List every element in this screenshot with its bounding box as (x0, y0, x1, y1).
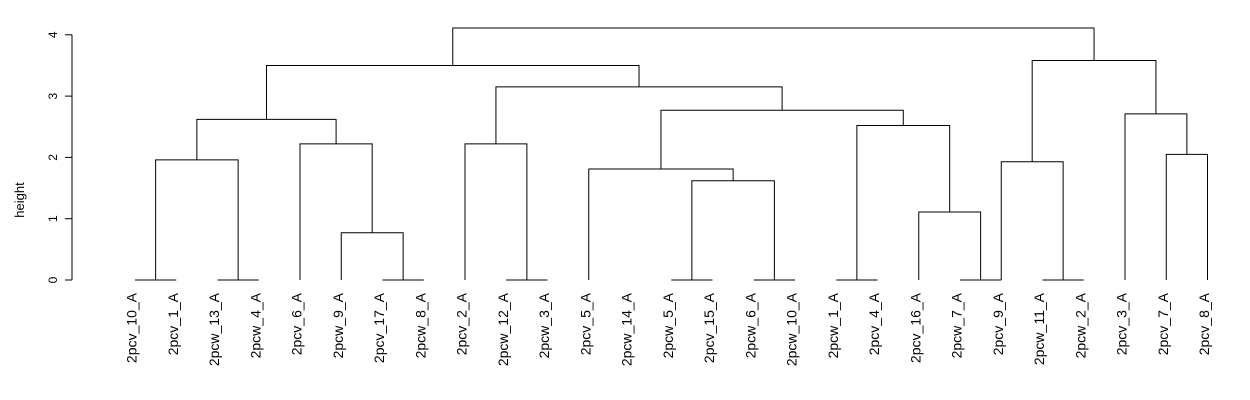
leaf-label: 2pcv_16_A (907, 292, 923, 363)
leaf-label: 2pcw_9_A (330, 292, 346, 358)
leaf-label: 2pcv_5_A (577, 292, 593, 355)
dendrogram-branch (1031, 60, 1157, 162)
dendrogram-branch (196, 118, 337, 160)
leaf-label: 2pcw_7_A (949, 292, 965, 358)
leaf-label: 2pcv_6_A (289, 292, 305, 355)
leaf-label: 2pcw_12_A (495, 292, 511, 366)
leaf-label: 2pcv_9_A (990, 292, 1006, 355)
leaf-label: 2pcw_10_A (784, 292, 800, 366)
dendrogram-branch (1000, 161, 1064, 280)
leaf-label: 2pcv_7_A (1155, 292, 1171, 355)
dendrogram-branch (495, 86, 783, 144)
leaf-label: 2pcv_17_A (371, 292, 387, 363)
leaf-label: 2pcw_2_A (1072, 292, 1088, 358)
leaf-label: 2pcv_15_A (701, 292, 717, 363)
leaf-label: 2pcw_6_A (742, 292, 758, 358)
leaf-label: 2pcv_1_A (165, 292, 181, 355)
leaf-label: 2pcv_2_A (454, 292, 470, 355)
dendrogram-branch (856, 125, 951, 280)
dendrogram-branch (155, 159, 239, 280)
y-tick-label: 0 (46, 276, 60, 283)
leaf-label: 2pcw_3_A (536, 292, 552, 358)
dendrogram-branch (464, 143, 528, 280)
leaf-label: 2pcw_11_A (1031, 292, 1047, 365)
leaf-label: 2pcw_4_A (247, 292, 263, 358)
y-tick-label: 4 (46, 31, 60, 38)
leaf-label: 2pcw_5_A (660, 292, 676, 358)
y-tick-label: 2 (46, 154, 60, 161)
dendrogram-branch (588, 168, 734, 280)
leaf-label: 2pcv_10_A (124, 292, 140, 363)
dendrogram-branch (265, 64, 640, 120)
y-tick-label: 1 (46, 215, 60, 222)
y-axis: 0 1 2 3 4 (46, 31, 73, 283)
dendrogram-branch (660, 109, 904, 170)
y-axis-title: height (12, 182, 27, 218)
leaf-label: 2pcv_3_A (1114, 292, 1130, 355)
dendrogram-branch (1165, 153, 1208, 280)
y-tick-label: 3 (46, 92, 60, 99)
dendrogram-branch (340, 232, 404, 280)
leaf-label: 2pcv_8_A (1196, 292, 1212, 355)
dendrogram-branch (452, 27, 1095, 66)
leaf-labels: 2pcv_10_A 2pcv_1_A 2pcw_13_A 2pcw_4_A 2pcv_6… (124, 292, 1213, 366)
leaf-label: 2pcw_13_A (206, 292, 222, 366)
leaf-label: 2pcw_8_A (412, 292, 428, 358)
dendrogram-branch (1124, 113, 1188, 280)
leaf-label: 2pcw_14_A (619, 292, 635, 366)
dendrogram-branch (918, 211, 982, 280)
leaf-label: 2pcw_1_A (825, 292, 841, 358)
dendrogram-branch (691, 180, 775, 280)
dendrogram-branches (135, 27, 1208, 281)
dendrogram-branch (299, 143, 373, 280)
leaf-label: 2pcv_4_A (866, 292, 882, 355)
